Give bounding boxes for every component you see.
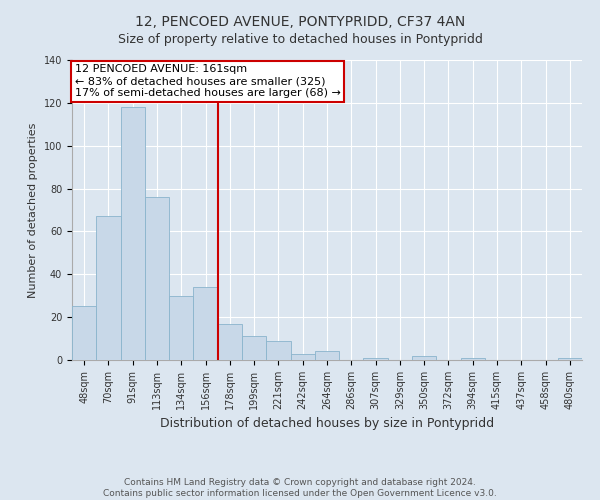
Bar: [461, 358, 485, 360]
Bar: [558, 358, 582, 360]
Bar: [290, 354, 315, 360]
Bar: [364, 358, 388, 360]
Text: 12, PENCOED AVENUE, PONTYPRIDD, CF37 4AN: 12, PENCOED AVENUE, PONTYPRIDD, CF37 4AN: [135, 15, 465, 29]
Bar: [169, 296, 193, 360]
X-axis label: Distribution of detached houses by size in Pontypridd: Distribution of detached houses by size …: [160, 418, 494, 430]
Bar: [315, 352, 339, 360]
Text: 12 PENCOED AVENUE: 161sqm
← 83% of detached houses are smaller (325)
17% of semi: 12 PENCOED AVENUE: 161sqm ← 83% of detac…: [74, 64, 340, 98]
Bar: [96, 216, 121, 360]
Bar: [145, 197, 169, 360]
Y-axis label: Number of detached properties: Number of detached properties: [28, 122, 38, 298]
Bar: [242, 336, 266, 360]
Bar: [121, 107, 145, 360]
Text: Size of property relative to detached houses in Pontypridd: Size of property relative to detached ho…: [118, 32, 482, 46]
Bar: [266, 340, 290, 360]
Text: Contains HM Land Registry data © Crown copyright and database right 2024.
Contai: Contains HM Land Registry data © Crown c…: [103, 478, 497, 498]
Bar: [72, 306, 96, 360]
Bar: [218, 324, 242, 360]
Bar: [412, 356, 436, 360]
Bar: [193, 287, 218, 360]
